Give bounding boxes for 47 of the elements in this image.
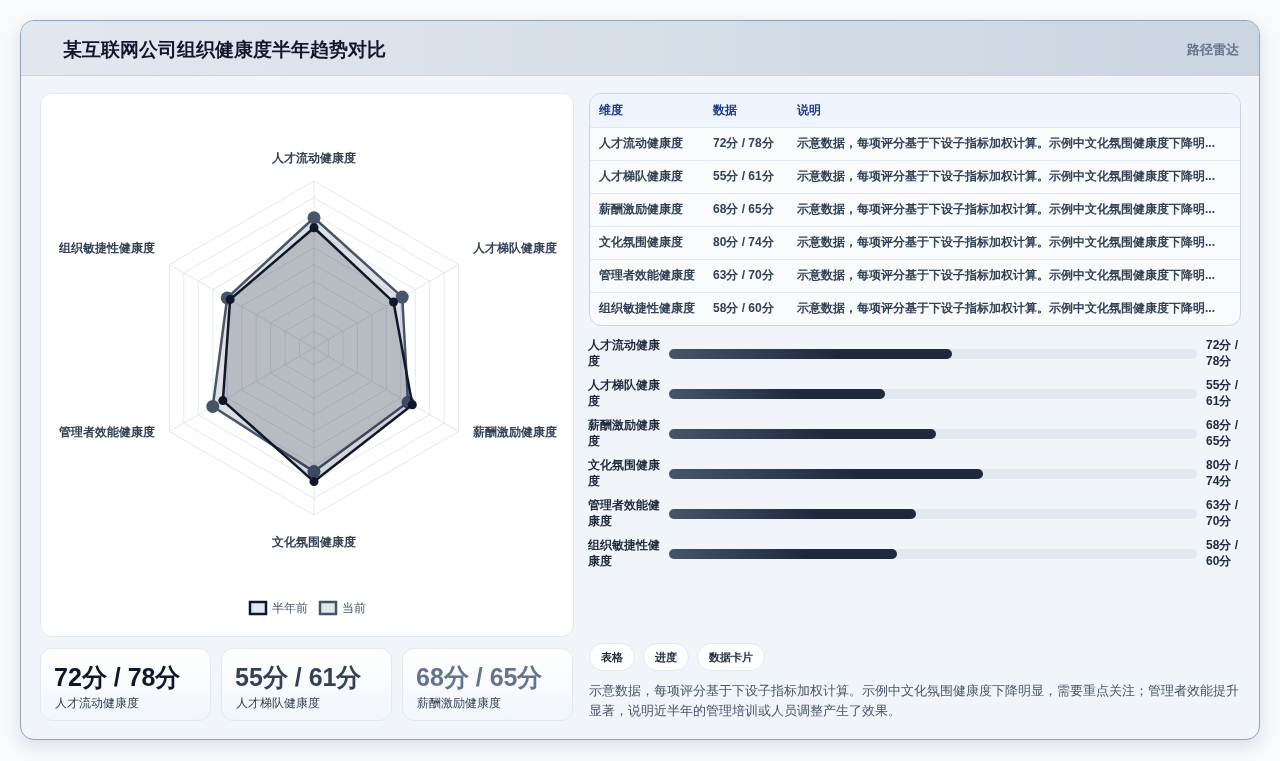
text: 80分 / 74分 [713, 235, 774, 249]
text: 68分 / 65分 [416, 663, 543, 691]
legend-label: 半年前 [272, 601, 308, 615]
spoke-label: 人才流动健康度 [271, 151, 356, 166]
data-label: 80分 / 74分 [1206, 457, 1239, 489]
data-label: 68分 / 65分 [1206, 417, 1239, 449]
legend-label: 当前 [342, 601, 366, 615]
text: 数据卡片 [697, 643, 765, 671]
spoke-label: 人才梯队健康度 [472, 241, 558, 256]
text: 示意数据，每项评分基于下设子指标加权计算。示例中文化氛围健康度下降明显，需要重点关注；管理者效能提升显著，说明近半年的管理培训或人员调整产生了效果。 [589, 682, 1240, 720]
text: 68分 / 65分 [713, 202, 774, 216]
text: 某互联网公司组织健康度半年趋势对比 [63, 38, 386, 62]
category-label: 人才流动健康度 [55, 695, 139, 712]
spoke-label: 文化氛围健康度 [271, 534, 356, 549]
text: 示意数据，每项评分基于下设子指标加权计算。示例中文化氛围健康度下降明... [788, 226, 1240, 259]
text: 示意数据，每项评分基于下设子指标加权计算。示例中文化氛围健康度下降明... [788, 160, 1240, 193]
text: 55分 / 61分 [235, 663, 362, 691]
spoke-label: 薪酬激励健康度 [472, 424, 558, 439]
category-label: 人才梯队健康度 [236, 695, 320, 712]
y-tick-label: 组织敏捷性健康度 [588, 537, 661, 569]
category-label: 薪酬激励健康度 [417, 695, 501, 712]
text: 示意数据，每项评分基于下设子指标加权计算。示例中文化氛围健康度下降明... [788, 193, 1240, 226]
data-label: 55分 / 61分 [1206, 377, 1239, 409]
data-label: 72分 / 78分 [1206, 337, 1239, 369]
text: 表格 [589, 643, 635, 671]
text: 示意数据，每项评分基于下设子指标加权计算。示例中文化氛围健康度下降明... [788, 292, 1240, 325]
text: 示意数据，每项评分基于下设子指标加权计算。示例中文化氛围健康度下降明... [788, 259, 1240, 292]
text: 72分 / 78分 [713, 136, 774, 150]
text: 72分 / 78分 [54, 663, 181, 691]
text: 数据 [704, 94, 788, 127]
data-label: 63分 / 70分 [1206, 497, 1239, 529]
text: 58分 / 60分 [713, 301, 774, 316]
text: 路径雷达 [1187, 41, 1239, 59]
spoke-label: 组织敏捷性健康度 [57, 241, 155, 256]
text: 说明 [788, 94, 1240, 127]
data-label: 58分 / 60分 [1206, 537, 1239, 569]
text: 55分 / 61分 [713, 169, 774, 183]
text: 63分 / 70分 [713, 268, 774, 282]
text: 进度 [643, 643, 689, 671]
y-tick-label: 管理者效能健康度 [588, 497, 661, 529]
y-tick-label: 人才梯队健康度 [588, 377, 661, 409]
spoke-label: 管理者效能健康度 [57, 424, 155, 439]
y-tick-label: 人才流动健康度 [588, 337, 661, 369]
text: 示意数据，每项评分基于下设子指标加权计算。示例中文化氛围健康度下降明... [788, 127, 1240, 160]
y-tick-label: 薪酬激励健康度 [588, 417, 661, 449]
y-tick-label: 文化氛围健康度 [588, 457, 661, 489]
text: 维度 [590, 94, 704, 127]
